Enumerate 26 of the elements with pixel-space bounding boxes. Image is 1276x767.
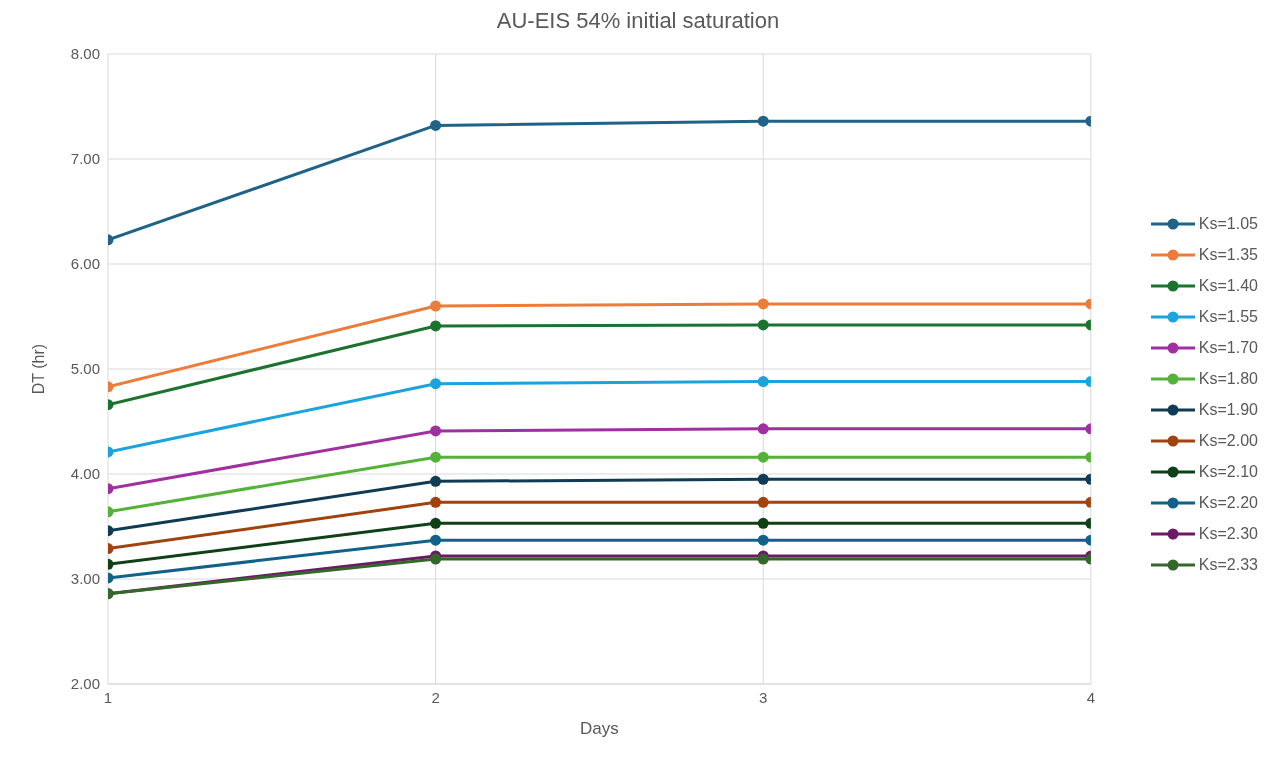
legend-label: Ks=2.33	[1198, 555, 1258, 575]
x-tick-label: 1	[103, 688, 113, 706]
y-tick-label: 7.00	[70, 150, 100, 168]
legend-label: Ks=1.40	[1198, 276, 1258, 296]
x-axis-title: Days	[580, 719, 619, 738]
y-axis-title: DT (hr)	[29, 343, 47, 395]
legend-label: Ks=2.00	[1198, 431, 1258, 451]
legend-label: Ks=1.55	[1198, 307, 1258, 327]
legend-label: Ks=1.70	[1198, 338, 1258, 358]
legend-label: Ks=2.20	[1198, 493, 1258, 513]
y-tick-label: 6.00	[70, 255, 100, 273]
y-tick-label: 8.00	[70, 45, 100, 63]
legend-label: Ks=1.05	[1198, 214, 1258, 234]
x-tick-label: 2	[431, 688, 440, 706]
legend-label: Ks=1.90	[1198, 400, 1258, 420]
y-tick-label: 5.00	[70, 360, 100, 378]
y-tick-label: 4.00	[70, 465, 100, 483]
y-tick-label: 3.00	[70, 570, 100, 588]
legend-label: Ks=2.30	[1198, 524, 1258, 544]
legend-label: Ks=2.10	[1198, 462, 1258, 482]
chart-title: AU-EIS 54% initial saturation	[495, 8, 781, 34]
y-tick-label: 2.00	[70, 675, 100, 693]
legend-label: Ks=1.80	[1198, 369, 1258, 389]
x-tick-label: 3	[759, 688, 768, 706]
legend-label: Ks=1.35	[1198, 245, 1258, 265]
x-tick-label: 4	[1086, 688, 1096, 706]
